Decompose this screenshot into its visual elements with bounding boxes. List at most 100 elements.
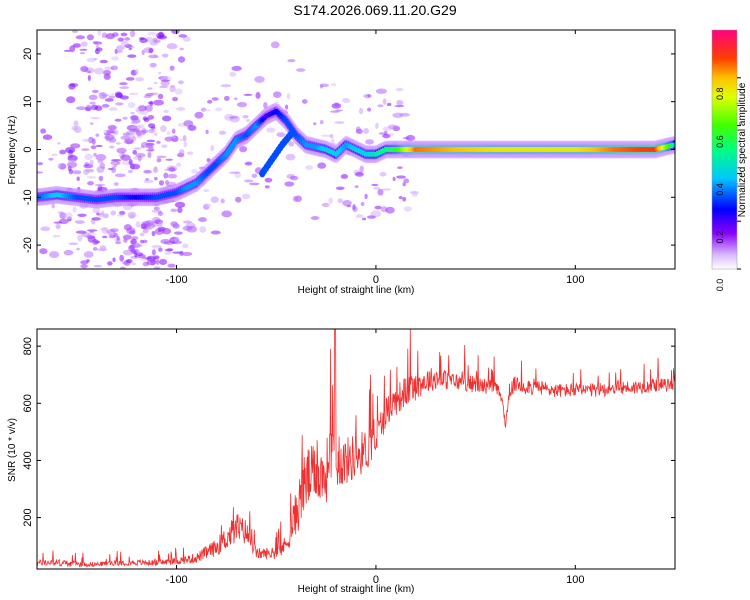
heatmap-noise-blob bbox=[179, 47, 184, 51]
heatmap-noise-blob bbox=[334, 102, 340, 107]
heatmap-noise-blob bbox=[153, 266, 161, 269]
heatmap-noise-blob bbox=[105, 33, 115, 40]
heatmap-noise-blob bbox=[89, 159, 94, 166]
heatmap-noise-blob bbox=[183, 120, 194, 127]
heatmap-noise-blob bbox=[126, 259, 133, 264]
heatmap-noise-blob bbox=[164, 168, 172, 171]
heatmap-noise-blob bbox=[89, 122, 94, 125]
heatmap-noise-blob bbox=[182, 243, 189, 249]
heatmap-noise-blob bbox=[104, 98, 114, 102]
heatmap-noise-blob bbox=[153, 81, 158, 85]
colorbar-ticks: 0.0 0.2 0.4 0.6 0.8 bbox=[715, 77, 741, 291]
heatmap-noise-blob bbox=[284, 104, 289, 110]
heatmap-noise-blob bbox=[128, 244, 135, 252]
heatmap-noise-blob bbox=[72, 43, 81, 48]
heatmap-noise-blob bbox=[134, 68, 139, 75]
colorbar-frame bbox=[711, 29, 738, 270]
heatmap-noise-blob bbox=[94, 67, 104, 75]
heatmap-noise-blob bbox=[202, 109, 211, 112]
heatmap-noise-blob bbox=[149, 62, 157, 68]
heatmap-noise-blob bbox=[177, 56, 186, 63]
heatmap-noise-blob bbox=[111, 161, 118, 168]
heatmap-noise-blob bbox=[175, 162, 182, 167]
heatmap-noise-blob bbox=[292, 196, 299, 202]
heatmap-noise-blob bbox=[57, 142, 61, 145]
heatmap-noise-blob bbox=[40, 226, 51, 232]
heatmap-noise-blob bbox=[156, 260, 160, 265]
heatmap-noise-blob bbox=[93, 152, 97, 157]
heatmap-noise-blob bbox=[205, 129, 209, 135]
heatmap-noise-blob bbox=[178, 34, 188, 38]
heatmap-noise-blob bbox=[321, 202, 330, 207]
heatmap-noise-blob bbox=[84, 153, 93, 161]
heatmap-noise-blob bbox=[139, 37, 148, 44]
heatmap-noise-blob bbox=[135, 152, 146, 158]
heatmap-noise-blob bbox=[334, 121, 345, 124]
heatmap-noise-blob bbox=[120, 154, 131, 161]
heatmap-noise-blob bbox=[375, 122, 379, 129]
heatmap-noise-blob bbox=[111, 166, 117, 174]
heatmap-noise-blob bbox=[165, 158, 174, 161]
heatmap-noise-blob bbox=[378, 132, 386, 135]
heatmap-noise-blob bbox=[142, 239, 148, 244]
heatmap-secondary-ridge bbox=[287, 131, 294, 140]
heatmap-noise-blob bbox=[147, 87, 153, 90]
heatmap-noise-blob bbox=[57, 163, 61, 169]
heatmap-noise-blob bbox=[73, 120, 79, 128]
heatmap-noise-blob bbox=[176, 107, 186, 111]
heatmap-noise-blob bbox=[88, 94, 98, 100]
heatmap-noise-blob bbox=[80, 41, 88, 47]
heatmap-noise-blob bbox=[330, 82, 337, 87]
heatmap-noise-blob bbox=[39, 248, 48, 255]
heatmap-noise-blob bbox=[166, 131, 171, 136]
heatmap-noise-blob bbox=[221, 210, 232, 218]
heatmap-noise-blob bbox=[355, 126, 361, 133]
heatmap-noise-blob bbox=[242, 114, 249, 119]
heatmap-noise-blob bbox=[150, 126, 156, 130]
heatmap-noise-blob bbox=[128, 92, 139, 96]
heatmap-noise-blob bbox=[114, 173, 126, 178]
heatmap-noise-blob bbox=[382, 98, 387, 105]
heatmap-y-axis-label: Frequency (Hz) bbox=[7, 116, 18, 185]
heatmap-noise-blob bbox=[162, 228, 172, 235]
heatmap-noise-blob bbox=[151, 244, 162, 249]
heatmap-noise-blob bbox=[317, 162, 327, 169]
heatmap-noise-blob bbox=[148, 129, 155, 134]
heatmap-noise-blob bbox=[174, 88, 183, 95]
heatmap-noise-blob bbox=[147, 31, 157, 36]
heatmap-noise-blob bbox=[355, 171, 364, 177]
heatmap-noise-blob bbox=[198, 217, 207, 223]
colorbar-tick-label: 0.6 bbox=[715, 135, 725, 148]
heatmap-noise-blob bbox=[76, 247, 80, 251]
heatmap-noise-blob bbox=[387, 124, 398, 130]
heatmap-noise-blob bbox=[211, 97, 219, 101]
heatmap-y-tick-label: -20 bbox=[22, 237, 34, 253]
heatmap-noise-blob bbox=[110, 228, 119, 233]
heatmap-noise-blob bbox=[92, 207, 101, 214]
heatmap-noise-blob bbox=[156, 140, 161, 144]
heatmap-noise-blob bbox=[186, 151, 194, 155]
heatmap-noise-blob bbox=[80, 264, 88, 269]
heatmap-noise-blob bbox=[402, 182, 406, 187]
heatmap-noise-blob bbox=[210, 196, 219, 203]
heatmap-noise-blob bbox=[144, 220, 154, 227]
heatmap-noise-blob bbox=[236, 101, 248, 108]
heatmap-noise-blob bbox=[89, 230, 94, 234]
heatmap-noise-blob bbox=[396, 175, 406, 179]
page-title: S174.2026.069.11.20.G29 bbox=[293, 2, 457, 18]
heatmap-noise-blob bbox=[102, 235, 108, 239]
heatmap-noise-blob bbox=[270, 41, 280, 49]
heatmap-noise-blob bbox=[337, 198, 343, 204]
heatmap-noise-blob bbox=[156, 157, 162, 163]
heatmap-noise-blob bbox=[55, 223, 61, 230]
heatmap-noise-blob bbox=[92, 41, 99, 44]
snr-x-tick-label: 0 bbox=[373, 574, 379, 586]
heatmap-noise-blob bbox=[358, 107, 363, 115]
heatmap-noise-blob bbox=[48, 251, 60, 258]
heatmap-noise-blob bbox=[158, 258, 168, 266]
heatmap-noise-blob bbox=[151, 230, 156, 237]
heatmap-noise-blob bbox=[138, 111, 149, 116]
heatmap-noise-blob bbox=[169, 85, 176, 93]
heatmap-noise-blob bbox=[171, 128, 176, 134]
